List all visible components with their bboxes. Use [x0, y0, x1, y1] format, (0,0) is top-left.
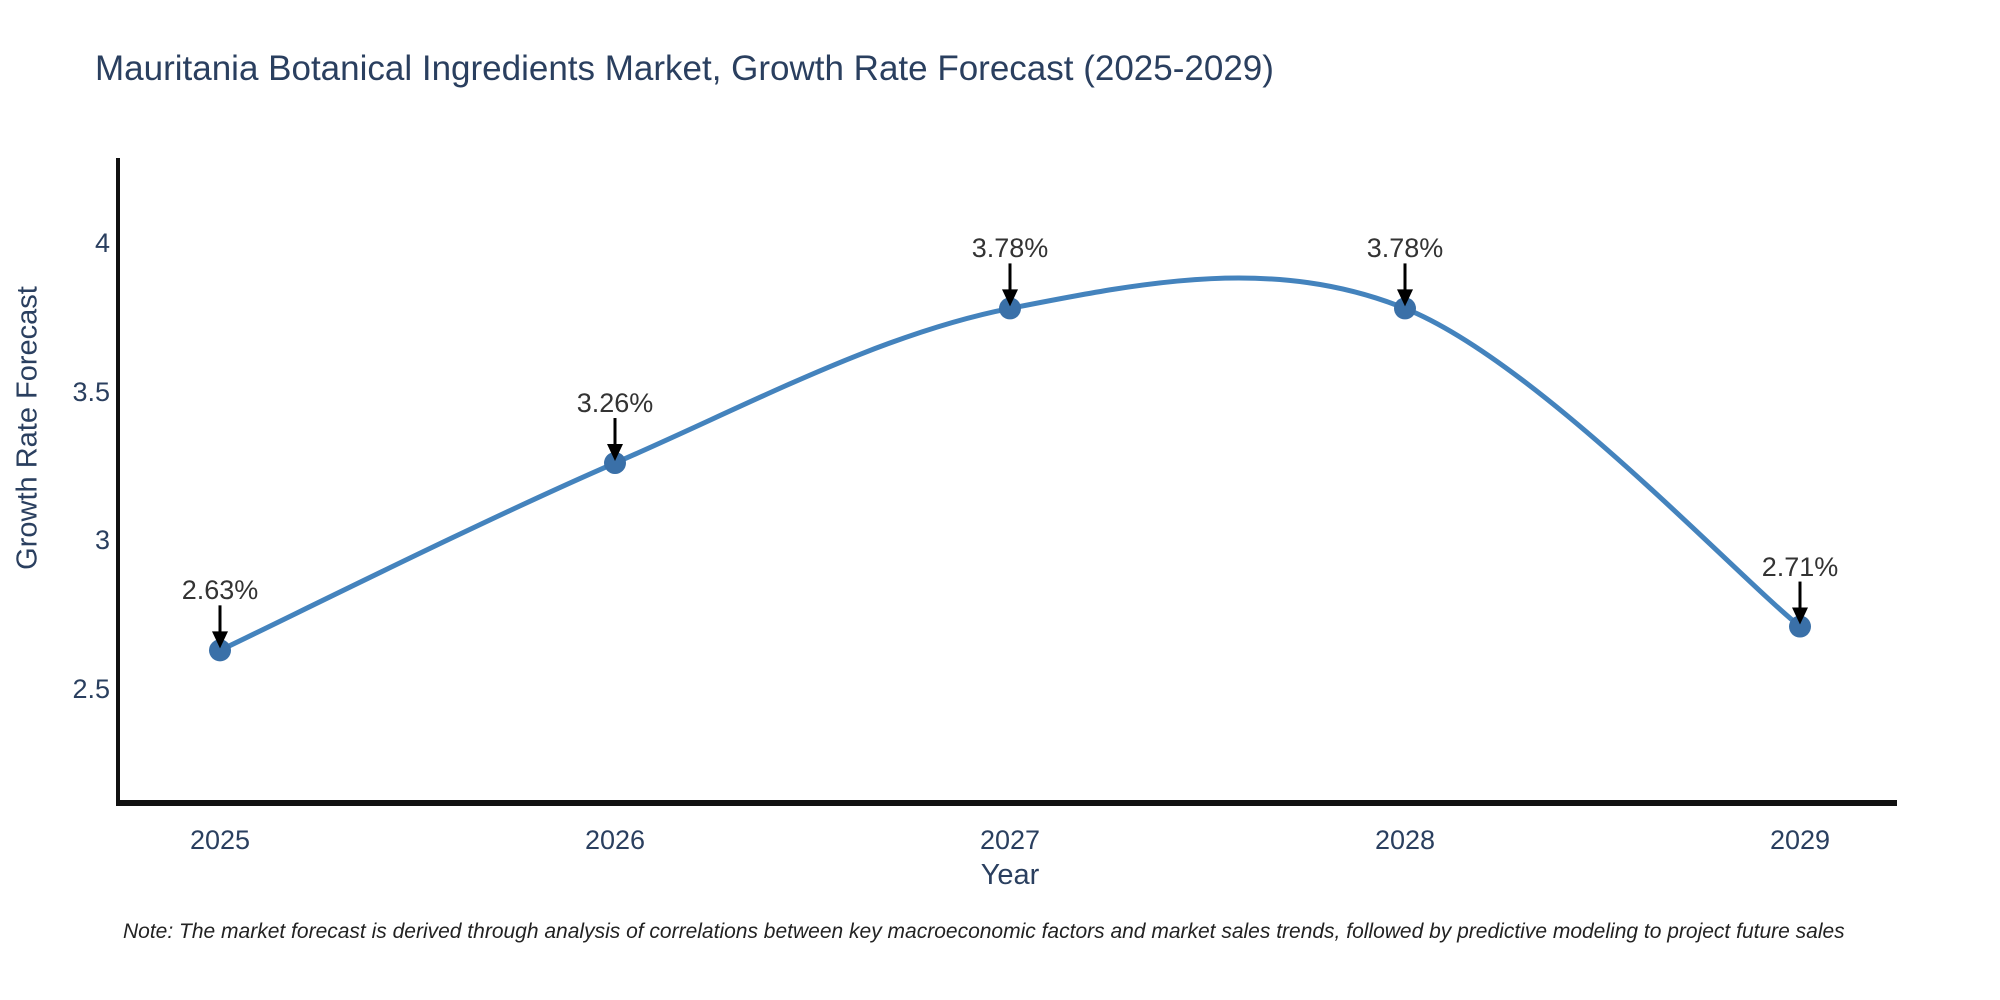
annotation-arrowhead: [1397, 289, 1413, 307]
chart-title: Mauritania Botanical Ingredients Market,…: [95, 49, 1274, 88]
point-annotation: 2.63%: [181, 575, 259, 606]
y-tick-label: 3.5: [72, 376, 110, 407]
x-axis-title: Year: [980, 859, 1040, 891]
point-annotation: 2.71%: [1761, 551, 1839, 582]
point-annotation: 3.78%: [971, 233, 1049, 264]
x-tick-label: 2025: [189, 825, 251, 855]
x-tick-label: 2026: [584, 825, 646, 855]
y-tick-label: 2.5: [72, 674, 110, 704]
annotation-arrowhead: [212, 631, 228, 649]
point-annotation: 3.26%: [576, 388, 654, 419]
footnote: Note: The market forecast is derived thr…: [123, 920, 1845, 943]
y-tick-label: 3: [94, 525, 110, 556]
data-point-marker: [209, 639, 231, 662]
trend-line-path: [217, 275, 1803, 653]
data-point-marker: [1789, 615, 1811, 638]
y-tick-label: 4: [94, 228, 110, 258]
annotation-arrowhead: [1002, 289, 1018, 307]
point-annotation: 3.78%: [1366, 233, 1444, 264]
x-tick-label: 2029: [1769, 825, 1831, 855]
data-point-marker: [1394, 297, 1416, 320]
data-point-marker: [999, 297, 1021, 320]
x-tick-label: 2027: [979, 825, 1041, 855]
x-tick-label: 2028: [1374, 825, 1436, 855]
annotation-arrowhead: [607, 444, 623, 462]
data-point-marker: [604, 452, 626, 475]
annotation-arrowhead: [1792, 607, 1808, 625]
